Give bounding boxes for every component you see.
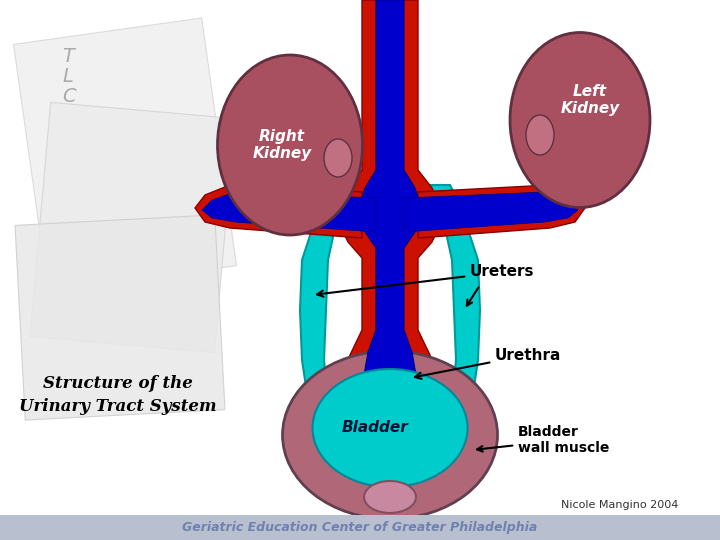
- Text: T: T: [62, 47, 74, 66]
- Polygon shape: [300, 185, 352, 480]
- Polygon shape: [195, 185, 362, 238]
- Bar: [0, 515, 720, 540]
- Ellipse shape: [510, 32, 650, 207]
- Ellipse shape: [312, 369, 467, 487]
- Text: L: L: [62, 67, 73, 86]
- Ellipse shape: [526, 115, 554, 155]
- Ellipse shape: [324, 139, 352, 177]
- Text: Left
Kidney: Left Kidney: [560, 84, 620, 116]
- Text: Urethra: Urethra: [415, 348, 562, 379]
- Ellipse shape: [217, 55, 362, 235]
- Text: Bladder
wall muscle: Bladder wall muscle: [477, 425, 609, 455]
- Ellipse shape: [364, 481, 416, 513]
- Text: C: C: [62, 87, 76, 106]
- Polygon shape: [358, 0, 422, 480]
- Polygon shape: [404, 192, 578, 232]
- Bar: [30, 103, 235, 353]
- Bar: [15, 215, 225, 420]
- Polygon shape: [335, 0, 445, 480]
- Bar: [376, 475, 404, 503]
- Ellipse shape: [282, 351, 498, 519]
- Text: Structure of the
Urinary Tract System: Structure of the Urinary Tract System: [19, 375, 217, 415]
- Text: Ureters: Ureters: [317, 265, 534, 296]
- Polygon shape: [418, 185, 585, 238]
- Text: Geriatric Education Center of Greater Philadelphia: Geriatric Education Center of Greater Ph…: [182, 521, 538, 534]
- Text: Nicole Mangino 2004: Nicole Mangino 2004: [562, 500, 679, 510]
- Polygon shape: [202, 192, 376, 232]
- Text: Bladder: Bladder: [341, 421, 408, 435]
- Text: Right
Kidney: Right Kidney: [253, 129, 312, 161]
- Polygon shape: [428, 185, 480, 480]
- Bar: [14, 18, 236, 292]
